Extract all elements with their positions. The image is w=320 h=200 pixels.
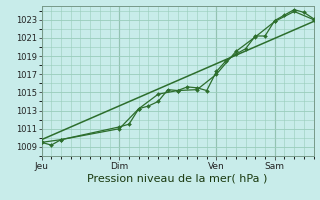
X-axis label: Pression niveau de la mer( hPa ): Pression niveau de la mer( hPa ): [87, 173, 268, 183]
